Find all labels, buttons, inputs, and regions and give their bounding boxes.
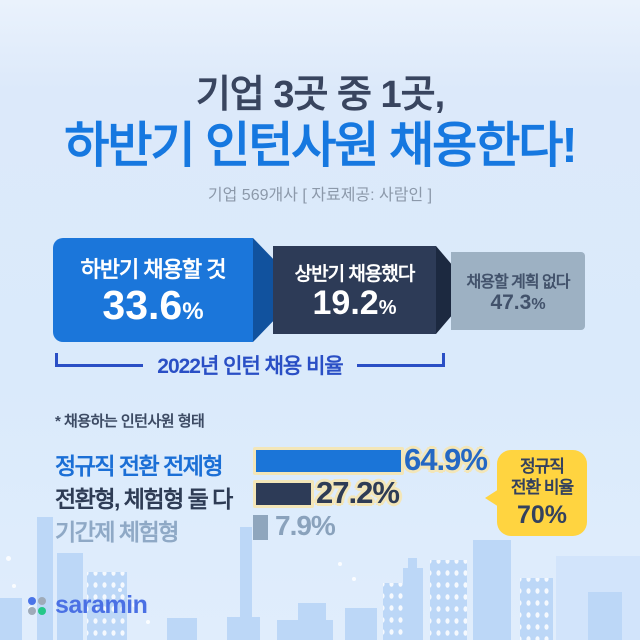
bubble-line2: 전환 비율 [510,478,574,497]
bracket-caption: 2022년 인턴 채용 비율 [55,353,445,378]
building [588,592,622,640]
saramin-logo-text: saramin [55,591,148,619]
title-line2: 하반기 인턴사원 채용한다! [64,119,577,173]
decor-dot [352,577,356,581]
segment-value: 33.6% [102,284,203,327]
subtitle-source: 기업 569개사 [ 자료제공: 사람인 ] [207,187,433,204]
bubble-tail [485,489,499,507]
bar-fixed-term [253,515,268,540]
segment-bevel [253,238,273,342]
row-label-fixed-term: 기간제 체험형 [55,519,179,545]
building [37,517,53,640]
segment-value-number: 33.6 [102,282,183,329]
decor-dot [12,584,16,588]
percent-sign: % [531,295,546,313]
bracket-caption-text: 2022년 인턴 채용 비율 [157,355,343,378]
decor-dot [118,588,122,592]
bar-both [253,480,314,508]
bracket-line-right [356,353,445,367]
segment-bevel [436,246,451,334]
building [430,560,467,640]
decor-dot [6,556,11,561]
segment-label: 하반기 채용할 것 [80,257,227,283]
percent-sign: % [182,298,204,326]
segment-first-half: 상반기 채용했다 19.2% [273,246,436,334]
saramin-logo: saramin [28,591,148,620]
segment-value-number: 19.2 [312,283,379,322]
building [298,603,326,640]
building [520,578,553,640]
building [167,618,197,640]
bubble-value: 70% [516,501,568,529]
building [0,598,22,640]
building [345,608,377,640]
saramin-logo-icon [28,596,46,615]
decor-dot [132,603,136,607]
building [473,540,511,640]
bar-conversion [253,447,404,475]
title-line1: 기업 3곳 중 1곳, [195,74,445,116]
decor-dot [338,562,342,566]
highlight-bubble: 정규직 전환 비율 70% [485,450,587,536]
segment-value: 19.2% [312,283,397,322]
segment-label: 상반기 채용했다 [294,263,416,285]
building [57,553,83,640]
bar-value: 64.9% [404,442,488,477]
bubble-line1: 정규직 [520,457,565,476]
bracket-line-left [55,353,144,367]
bar-value: 7.9% [275,510,336,541]
segment-no-plan: 채용할 계획 없다 47.3% [451,252,585,330]
segment-value-number: 47.3 [490,290,532,314]
type-chart-note: * 채용하는 인턴사원 형태 [55,413,205,430]
segment-second-half: 하반기 채용할 것 33.6% [53,238,253,342]
building [403,568,423,640]
row-label-conversion: 정규직 전환 전제형 [55,453,224,479]
building [87,572,127,640]
bar-value: 27.2% [316,475,400,510]
segment-label: 채용할 계획 없다 [466,273,571,291]
row-label-both: 전환형, 체험형 둘 다 [55,486,233,512]
percent-sign: % [378,296,397,319]
decor-dot [146,620,150,624]
segment-value: 47.3% [490,290,546,314]
building [240,527,252,640]
